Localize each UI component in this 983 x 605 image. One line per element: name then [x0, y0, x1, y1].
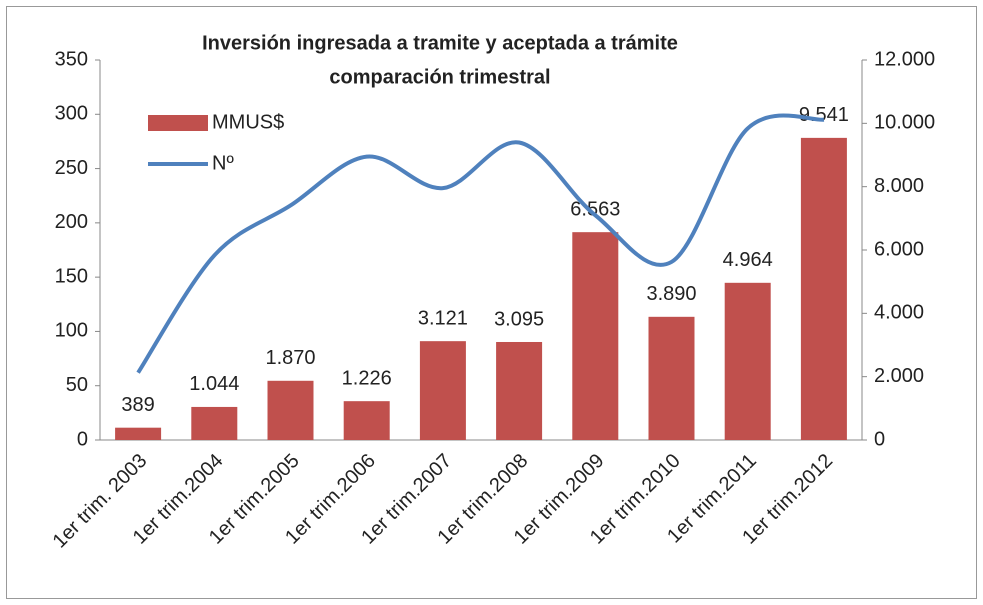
bar — [343, 401, 390, 440]
bar-value-label: 389 — [121, 394, 154, 416]
y-tick-label: 50 — [66, 374, 88, 396]
y2-tick-label: 4.000 — [874, 302, 924, 324]
bar-value-label: 4.964 — [723, 249, 773, 271]
y2-tick-label: 2.000 — [874, 365, 924, 387]
legend-label: Nº — [212, 152, 234, 174]
bar — [572, 232, 619, 440]
bar — [648, 316, 695, 440]
line — [136, 113, 825, 374]
y2-tick-label: 12.000 — [874, 48, 935, 70]
bar-value-label: 3.890 — [646, 283, 696, 305]
bar — [724, 282, 771, 440]
y-tick-label: 100 — [55, 320, 88, 342]
bar — [800, 137, 847, 440]
chart-title: Inversión ingresada a tramite y aceptada… — [202, 32, 678, 54]
bar — [496, 341, 543, 440]
y2-tick-label: 10.000 — [874, 112, 935, 134]
bar-value-label: 1.044 — [189, 373, 239, 395]
y-tick-label: 0 — [77, 428, 88, 450]
y-tick-label: 200 — [55, 211, 88, 233]
y2-tick-label: 8.000 — [874, 175, 924, 197]
bar-value-label: 1.870 — [265, 347, 315, 369]
y2-tick-label: 0 — [874, 428, 885, 450]
bar — [267, 380, 314, 440]
legend-label: MMUS$ — [212, 111, 284, 133]
chart-subtitle: comparación trimestral — [329, 66, 550, 88]
y-tick-label: 300 — [55, 103, 88, 125]
y-tick-label: 150 — [55, 265, 88, 287]
bar — [191, 406, 238, 440]
bar-value-label: 3.121 — [418, 307, 468, 329]
bar — [419, 341, 466, 440]
y-tick-label: 350 — [55, 48, 88, 70]
bar-value-label: 9.541 — [799, 104, 849, 126]
legend-swatch — [148, 115, 208, 131]
y-tick-label: 250 — [55, 157, 88, 179]
bar-value-label: 1.226 — [342, 367, 392, 389]
y2-tick-label: 6.000 — [874, 238, 924, 260]
bar-value-label: 3.095 — [494, 308, 544, 330]
bar — [115, 427, 162, 440]
